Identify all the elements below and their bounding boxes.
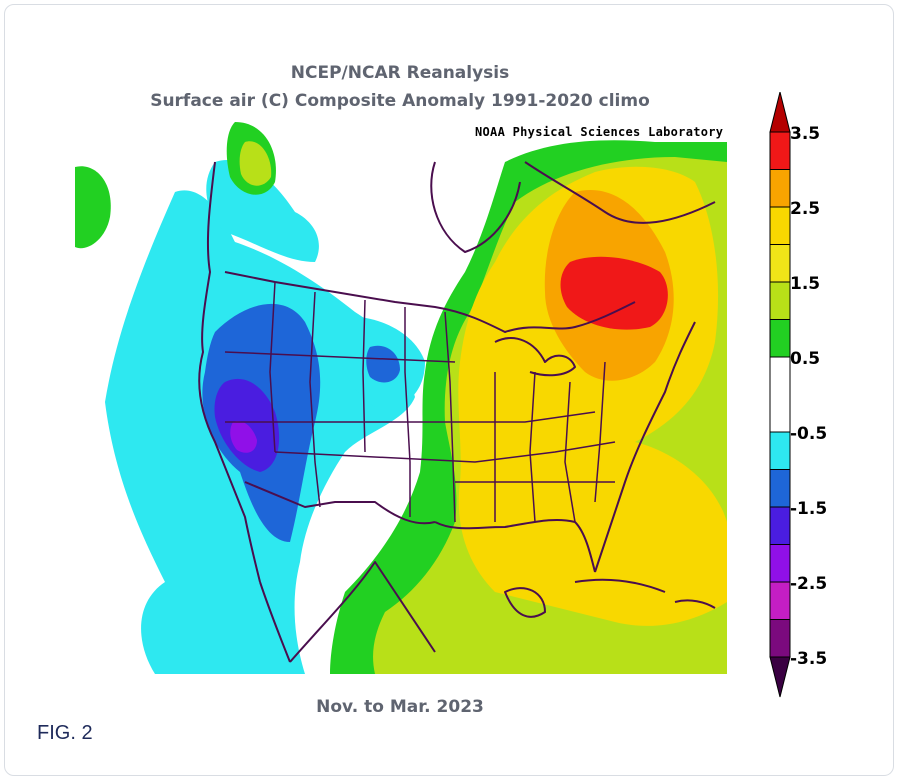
anomaly-zone-warm-green-nw bbox=[75, 166, 111, 249]
state-line bbox=[362, 299, 366, 453]
cuba-outline bbox=[574, 578, 666, 593]
map-period: Nov. to Mar. 2023 bbox=[316, 697, 484, 717]
colorbar-label: -1.5 bbox=[790, 499, 828, 519]
us-canada-border bbox=[224, 271, 636, 333]
state-line bbox=[564, 381, 576, 523]
anomaly-zone-cool-blue-plains bbox=[366, 345, 400, 383]
us-mexico-border bbox=[244, 481, 436, 525]
colorbar-band bbox=[769, 356, 791, 433]
colorbar-label: 1.5 bbox=[790, 274, 821, 294]
atlantic-coastline bbox=[594, 321, 696, 573]
state-line bbox=[224, 351, 456, 363]
colorbar-band bbox=[769, 619, 791, 658]
colorbar-band bbox=[769, 169, 791, 208]
mexico-coastline bbox=[289, 561, 436, 663]
state-boundaries bbox=[224, 281, 616, 523]
boundary-lines bbox=[198, 161, 716, 663]
great-lakes-outline bbox=[494, 337, 576, 377]
map-title-line2: Surface air (C) Composite Anomaly 1991-2… bbox=[150, 91, 650, 111]
colorbar-top-arrow bbox=[769, 92, 791, 133]
map-title-line1: NCEP/NCAR Reanalysis bbox=[290, 63, 510, 83]
colorbar-label: -3.5 bbox=[790, 649, 828, 669]
colorbar-band bbox=[769, 581, 791, 620]
yucatan-outline bbox=[504, 587, 546, 618]
colorbar bbox=[769, 92, 791, 698]
figure-label: FIG. 2 bbox=[37, 722, 93, 744]
colorbar-band bbox=[769, 506, 791, 545]
west-coastline bbox=[198, 161, 261, 583]
colorbar-label: -0.5 bbox=[790, 424, 828, 444]
state-line bbox=[529, 371, 536, 523]
anomaly-zone-cool-purple bbox=[230, 421, 257, 453]
colorbar-bottom-arrow bbox=[769, 656, 791, 698]
colorbar-label: 3.5 bbox=[790, 124, 821, 144]
state-line bbox=[404, 307, 411, 517]
colorbar-band bbox=[769, 206, 791, 245]
state-line bbox=[269, 281, 276, 453]
colorbar-band bbox=[769, 281, 791, 320]
anomaly-zone-warm-lime-bc bbox=[239, 141, 272, 186]
colorbar-label: -2.5 bbox=[790, 574, 828, 594]
baja-coastline bbox=[259, 581, 291, 663]
colorbar-band bbox=[769, 244, 791, 283]
colorbar-band bbox=[769, 469, 791, 508]
colorbar-band bbox=[769, 544, 791, 583]
colorbar-band bbox=[769, 431, 791, 470]
anomaly-map bbox=[75, 122, 727, 674]
hispaniola-outline bbox=[674, 599, 716, 609]
state-line bbox=[274, 441, 616, 463]
colorbar-label: 2.5 bbox=[790, 199, 821, 219]
colorbar-band bbox=[769, 319, 791, 358]
map-credit: NOAA Physical Sciences Laboratory bbox=[475, 125, 724, 139]
anomaly-zone-cool-cyan-north bbox=[206, 160, 319, 262]
gulf-coastline bbox=[434, 518, 596, 573]
anomaly-zone-warm-red bbox=[560, 256, 668, 330]
labrador-coast bbox=[524, 161, 716, 224]
colorbar-band bbox=[769, 131, 791, 170]
hudson-bay-coast bbox=[430, 161, 521, 253]
colorbar-label: 0.5 bbox=[790, 349, 821, 369]
